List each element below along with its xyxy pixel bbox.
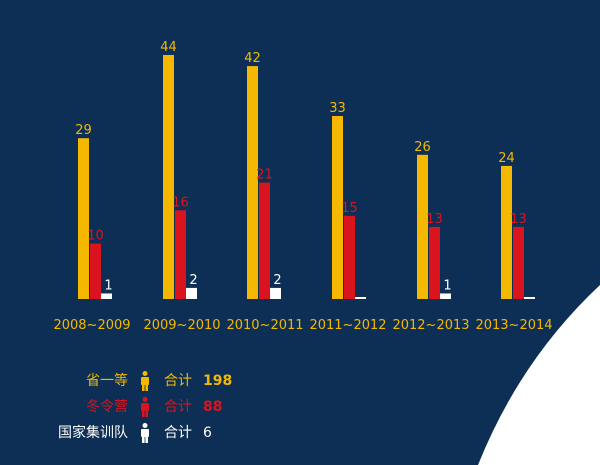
legend-total-value: 88 <box>203 399 222 415</box>
value-label: 2 <box>189 273 197 288</box>
bar-white-6 <box>524 297 535 299</box>
bar-red-2 <box>175 210 186 299</box>
value-label: 10 <box>87 229 104 244</box>
bar-gold-5 <box>417 154 428 299</box>
bar-red-1 <box>90 243 101 299</box>
bar-gold-1 <box>78 138 89 299</box>
value-label: 13 <box>510 212 527 227</box>
person-icon <box>141 423 149 443</box>
legend-name: 省一等 <box>86 372 128 389</box>
bar-red-3 <box>259 182 270 299</box>
legend-total-label: 合计 <box>164 399 192 415</box>
value-label: 2 <box>273 273 281 288</box>
legend-total-value: 6 <box>203 425 212 441</box>
legend-name: 冬令营 <box>86 399 128 415</box>
value-label: 33 <box>329 101 346 116</box>
value-label: 1 <box>104 278 112 293</box>
corner-decoration <box>478 285 600 465</box>
bar-red-5 <box>429 226 440 299</box>
x-tick-label: 2011~2012 <box>309 318 386 333</box>
bar-white-2 <box>186 287 197 299</box>
legend-total-value: 198 <box>203 373 232 389</box>
legend-total-label: 合计 <box>164 373 192 389</box>
bar-white-4 <box>355 297 366 299</box>
value-label: 29 <box>75 123 92 138</box>
bar-red-6 <box>513 226 524 299</box>
bar-gold-2 <box>163 55 174 299</box>
bar-gold-6 <box>501 165 512 299</box>
value-label: 24 <box>498 151 515 166</box>
value-label: 42 <box>244 51 261 66</box>
value-label: 26 <box>414 140 431 155</box>
value-label: 44 <box>160 40 177 55</box>
bar-white-1 <box>101 293 112 299</box>
x-tick-label: 2009~2010 <box>143 318 220 333</box>
x-tick-label: 2012~2013 <box>392 318 469 333</box>
value-label: 15 <box>341 201 358 216</box>
person-icon <box>141 371 149 391</box>
person-icon <box>141 397 149 417</box>
bar-gold-4 <box>332 116 343 299</box>
x-tick-label: 2008~2009 <box>53 318 130 333</box>
bar-white-5 <box>440 293 451 299</box>
x-tick-label: 2010~2011 <box>226 318 303 333</box>
value-label: 16 <box>172 195 189 210</box>
legend-total-label: 合计 <box>164 425 192 441</box>
bar-white-3 <box>270 287 281 299</box>
x-tick-label: 2013~2014 <box>475 318 552 333</box>
bar-red-4 <box>344 215 355 299</box>
value-label: 1 <box>443 278 451 293</box>
value-label: 13 <box>426 212 443 227</box>
bar-gold-3 <box>247 66 258 299</box>
value-label: 21 <box>256 168 273 183</box>
legend-name: 国家集训队 <box>58 424 128 441</box>
